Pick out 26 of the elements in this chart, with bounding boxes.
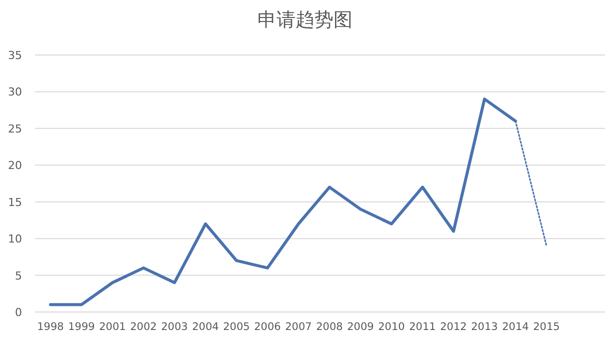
chart-title: 申请趋势图 [258,9,352,31]
x-tick-label: 2010 [378,321,405,333]
x-tick-label: 2008 [316,321,343,333]
x-tick-label: 2005 [223,321,250,333]
y-tick-label: 5 [15,269,22,282]
y-tick-label: 35 [8,49,22,62]
x-tick-label: 2002 [130,321,157,333]
x-tick-label: 2001 [99,321,126,333]
y-tick-label: 30 [8,86,22,99]
y-tick-label: 0 [15,306,22,319]
x-tick-label: 2011 [409,321,436,333]
x-tick-label: 1998 [37,321,64,333]
x-tick-label: 1999 [68,321,95,333]
y-tick-label: 20 [8,159,22,172]
y-tick-label: 10 [8,232,22,246]
y-tick-label: 25 [8,122,22,136]
x-tick-label: 2003 [161,321,188,333]
x-tick-label: 2013 [471,321,498,333]
x-tick-label: 2004 [192,321,220,333]
y-tick-label: 15 [8,196,22,209]
x-tick-label: 2006 [254,321,282,333]
x-tick-label: 2007 [285,321,312,333]
x-tick-label: 2014 [502,321,530,333]
x-tick-label: 2009 [347,321,374,333]
x-tick-label: 2012 [440,321,467,333]
x-tick-label: 2015 [533,321,560,333]
